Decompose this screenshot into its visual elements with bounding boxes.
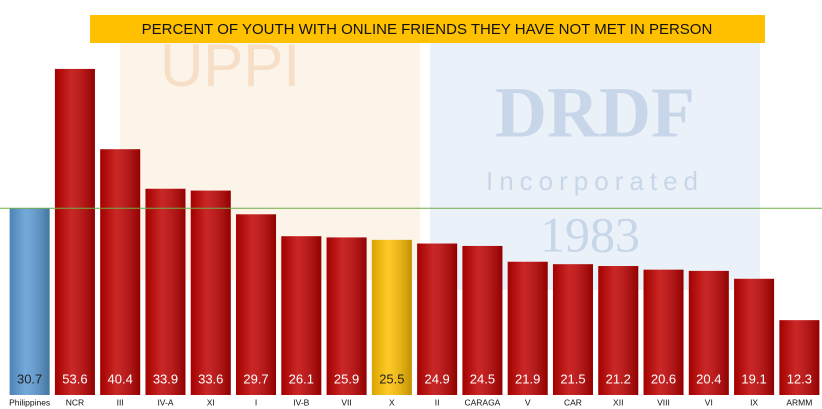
- bar-shade: [371, 239, 412, 395]
- x-tick-label: VII: [341, 397, 351, 407]
- watermark-right: [430, 20, 760, 290]
- x-tick-label: IV-B: [293, 397, 309, 407]
- bar-shade: [779, 320, 820, 395]
- x-tick-label: VIII: [657, 397, 670, 407]
- bar-shade: [9, 208, 50, 395]
- bar-shade: [462, 245, 503, 395]
- bar-shade: [326, 237, 367, 395]
- value-label: 33.6: [198, 371, 223, 386]
- value-label: 12.3: [787, 371, 812, 386]
- watermark-text: Incorporated: [486, 166, 704, 196]
- x-tick-label: NCR: [66, 397, 84, 407]
- bar-shade: [281, 236, 322, 395]
- x-tick-label: XI: [207, 397, 215, 407]
- value-label: 29.7: [243, 371, 268, 386]
- x-tick-label: Philippines: [9, 397, 50, 407]
- bar-shade: [598, 266, 639, 395]
- value-label: 20.6: [651, 371, 676, 386]
- x-tick-label: I: [255, 397, 257, 407]
- bar-shade: [100, 149, 141, 395]
- chart-title: PERCENT OF YOUTH WITH ONLINE FRIENDS THE…: [142, 21, 713, 38]
- x-tick-label: XII: [613, 397, 623, 407]
- value-label: 40.4: [108, 371, 133, 386]
- value-label: 21.9: [515, 371, 540, 386]
- bar-shade: [417, 243, 458, 395]
- value-label: 25.9: [334, 371, 359, 386]
- x-tick-label: IX: [750, 397, 758, 407]
- x-tick-label: ARMM: [786, 397, 812, 407]
- x-tick-label: CARAGA: [464, 397, 500, 407]
- watermark-text: UPPI: [160, 32, 300, 99]
- bar-shade: [734, 278, 775, 395]
- value-label: 30.7: [17, 371, 42, 386]
- bar-shade: [643, 269, 684, 395]
- title-box: [90, 15, 765, 43]
- x-tick-label: CAR: [564, 397, 582, 407]
- bar-shade: [552, 264, 593, 395]
- x-tick-label: IV-A: [157, 397, 173, 407]
- value-label: 21.5: [560, 371, 585, 386]
- x-tick-label: VI: [705, 397, 713, 407]
- x-tick-label: X: [389, 397, 395, 407]
- value-label: 25.5: [379, 371, 404, 386]
- x-tick-label: V: [525, 397, 531, 407]
- value-label: 19.1: [741, 371, 766, 386]
- x-tick-label: II: [435, 397, 440, 407]
- value-label: 53.6: [62, 371, 87, 386]
- value-label: 21.2: [606, 371, 631, 386]
- bar-shade: [190, 190, 231, 395]
- watermark-text: 1983: [540, 206, 640, 262]
- bar-shade: [688, 270, 729, 395]
- value-label: 33.9: [153, 371, 178, 386]
- x-tick-label: III: [117, 397, 124, 407]
- value-label: 20.4: [696, 371, 721, 386]
- bar-shade: [145, 188, 186, 395]
- value-label: 24.5: [470, 371, 495, 386]
- value-label: 24.9: [424, 371, 449, 386]
- watermark-text: DRDF: [495, 73, 695, 153]
- bar-shade: [507, 261, 548, 395]
- bar-shade: [54, 68, 95, 395]
- bar-shade: [236, 214, 277, 395]
- value-label: 26.1: [289, 371, 314, 386]
